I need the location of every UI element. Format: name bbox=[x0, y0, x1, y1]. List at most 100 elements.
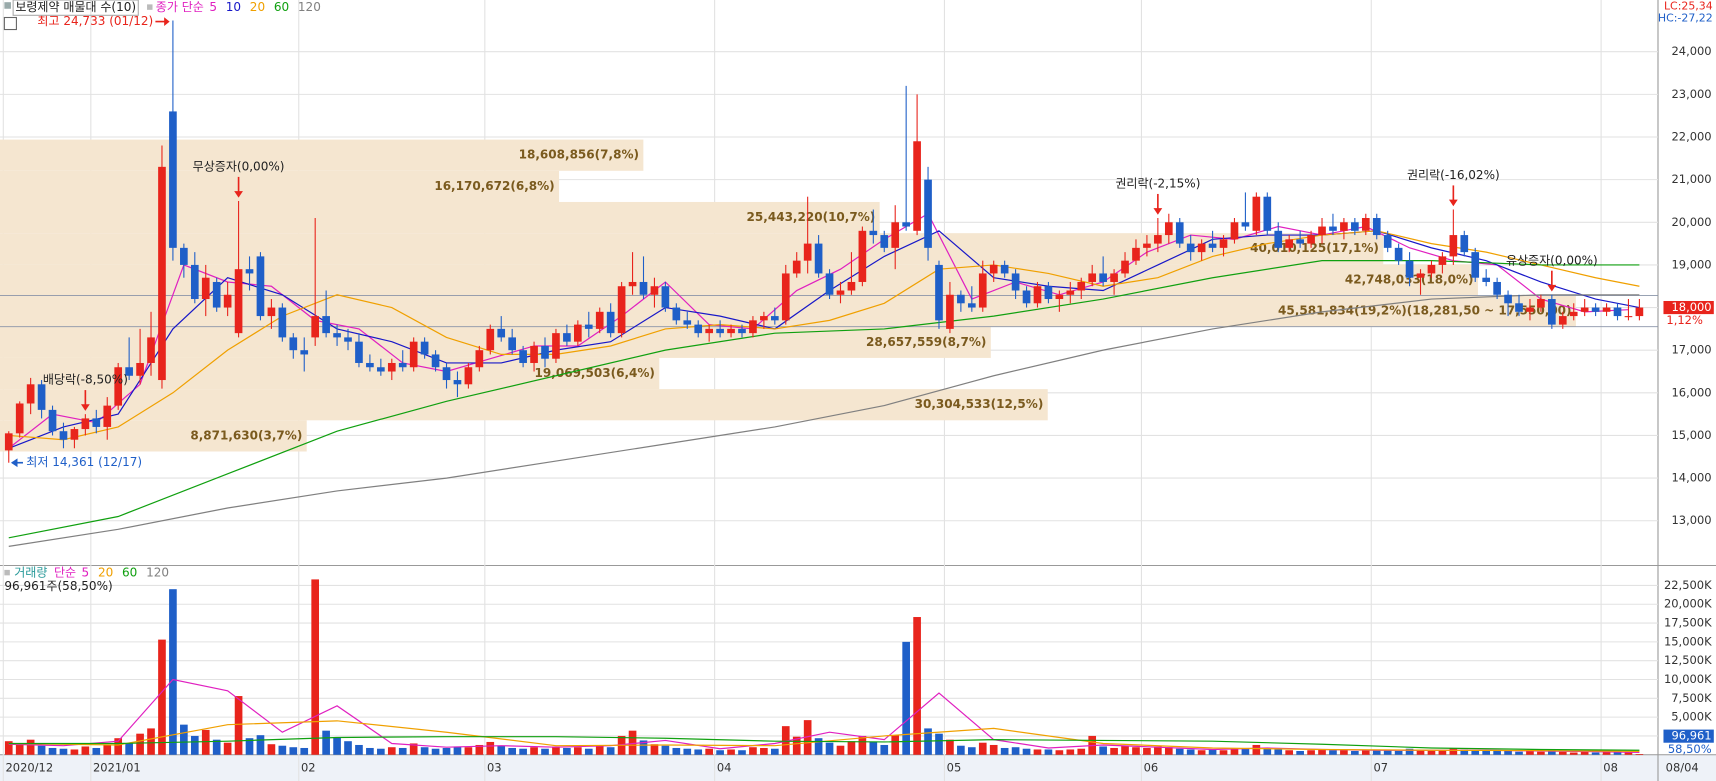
candle-body bbox=[913, 141, 921, 231]
candle-body bbox=[245, 269, 254, 274]
volume-bar bbox=[1624, 752, 1633, 755]
x-tick-label: 2020/12 bbox=[5, 760, 53, 774]
volume-bar bbox=[355, 744, 363, 755]
volume-bar bbox=[1241, 747, 1250, 755]
candle-body bbox=[1055, 294, 1064, 300]
candle-body bbox=[1526, 307, 1534, 312]
y-tick-label: 17,000 bbox=[1671, 343, 1711, 357]
y-tick-label: 20,000K bbox=[1664, 597, 1712, 611]
candle-body bbox=[1558, 316, 1567, 325]
indicator-label: 보령제약 매물대 수(10) bbox=[15, 0, 136, 14]
candle-body bbox=[1000, 264, 1009, 274]
volume-bar bbox=[1416, 750, 1425, 755]
profile-label: 40,010,125(17,1%) bbox=[1250, 241, 1379, 255]
candle-body bbox=[169, 111, 177, 248]
candle-body bbox=[1569, 311, 1578, 317]
candle-body bbox=[738, 328, 746, 334]
volume-bar bbox=[552, 746, 560, 755]
candle-body bbox=[1318, 226, 1326, 236]
volume-bar bbox=[957, 745, 965, 755]
x-tick-label: 2021/01 bbox=[93, 760, 141, 774]
profile-bar bbox=[0, 389, 1048, 421]
candle-body bbox=[716, 328, 724, 334]
candle-body bbox=[595, 311, 604, 329]
volume-bar bbox=[26, 739, 35, 755]
volume-bar bbox=[377, 748, 385, 755]
candle-body bbox=[289, 337, 298, 351]
volume-bar bbox=[1394, 750, 1403, 755]
volume-bar bbox=[1569, 752, 1578, 755]
volume-bar bbox=[584, 748, 593, 755]
candle-body bbox=[1263, 196, 1272, 231]
candle-body bbox=[519, 350, 527, 363]
volume-bar bbox=[1132, 747, 1140, 755]
volume-now-box bbox=[1663, 729, 1714, 743]
volume-bar bbox=[442, 747, 451, 755]
candle-body bbox=[1613, 307, 1622, 317]
x-tick-label: 07 bbox=[1373, 760, 1388, 774]
y-tick-label: 15,000 bbox=[1671, 428, 1711, 442]
volume-bar bbox=[792, 736, 801, 755]
volume-bar bbox=[814, 738, 823, 755]
candle-body bbox=[1635, 307, 1644, 317]
volume-bar bbox=[1471, 750, 1480, 755]
volume-bar bbox=[289, 747, 298, 755]
profile-label: 30,304,533(12,5%) bbox=[915, 397, 1044, 411]
ma-line bbox=[8, 720, 1640, 752]
volume-bar bbox=[541, 748, 549, 755]
candle-body bbox=[891, 222, 900, 248]
profile-label: 8,871,630(3,7%) bbox=[190, 428, 302, 442]
ma-line bbox=[8, 294, 1640, 547]
profile-bar bbox=[0, 233, 1384, 265]
candle-body bbox=[628, 281, 637, 287]
candle-body bbox=[1580, 307, 1589, 312]
y-tick-label: 19,000 bbox=[1671, 257, 1711, 271]
volume-bar bbox=[1602, 751, 1611, 755]
legend-entry: 60 bbox=[274, 0, 289, 14]
volume-bar bbox=[180, 724, 188, 755]
candle-body bbox=[497, 328, 506, 338]
volume-bar bbox=[1329, 750, 1337, 755]
event-arrow-head bbox=[1153, 208, 1163, 215]
volume-bar bbox=[1427, 750, 1436, 755]
volume-bar bbox=[1613, 752, 1622, 755]
y-tick-label: 12,500K bbox=[1664, 653, 1712, 667]
candle-body bbox=[1252, 196, 1261, 231]
candle-body bbox=[355, 341, 363, 363]
candle-body bbox=[15, 403, 24, 434]
volume-bar bbox=[749, 747, 757, 755]
y-tick-label: 22,500K bbox=[1664, 578, 1712, 592]
candle-body bbox=[81, 418, 90, 430]
candle-body bbox=[1066, 290, 1075, 295]
candle-body bbox=[431, 354, 440, 368]
event-label: 권리락(-16,02%) bbox=[1407, 168, 1500, 182]
volume-bar bbox=[1526, 750, 1534, 755]
y-tick-label: 13,000 bbox=[1671, 513, 1711, 527]
volume-bar bbox=[1548, 750, 1556, 755]
x-tick-label: 06 bbox=[1144, 760, 1159, 774]
candle-body bbox=[792, 260, 801, 274]
y-tick-label: 14,000 bbox=[1671, 471, 1711, 485]
candle-body bbox=[1208, 243, 1217, 248]
profile-label: 28,657,559(8,7%) bbox=[866, 335, 986, 349]
candle-body bbox=[639, 281, 648, 295]
candle-body bbox=[1372, 218, 1381, 236]
y-tick-label: 24,000 bbox=[1671, 44, 1711, 58]
candle-body bbox=[1340, 222, 1348, 231]
candle-body bbox=[1044, 286, 1053, 300]
volume-bar bbox=[1351, 750, 1359, 755]
x-tick-label: 08 bbox=[1603, 760, 1618, 774]
candle-body bbox=[1351, 222, 1359, 231]
legend-icon bbox=[3, 16, 17, 31]
volume-bar bbox=[125, 743, 133, 755]
volume-bar bbox=[1558, 751, 1567, 755]
legend-entry: 5 bbox=[82, 566, 90, 580]
volume-bar bbox=[322, 730, 330, 755]
profile-bar bbox=[0, 357, 660, 390]
candle-body bbox=[26, 384, 35, 404]
volume-bar bbox=[869, 741, 878, 755]
volume-bar bbox=[1033, 749, 1042, 755]
lc-label: LC:25,34 bbox=[1664, 0, 1713, 13]
volume-bar bbox=[1011, 747, 1020, 755]
candle-body bbox=[223, 294, 232, 308]
